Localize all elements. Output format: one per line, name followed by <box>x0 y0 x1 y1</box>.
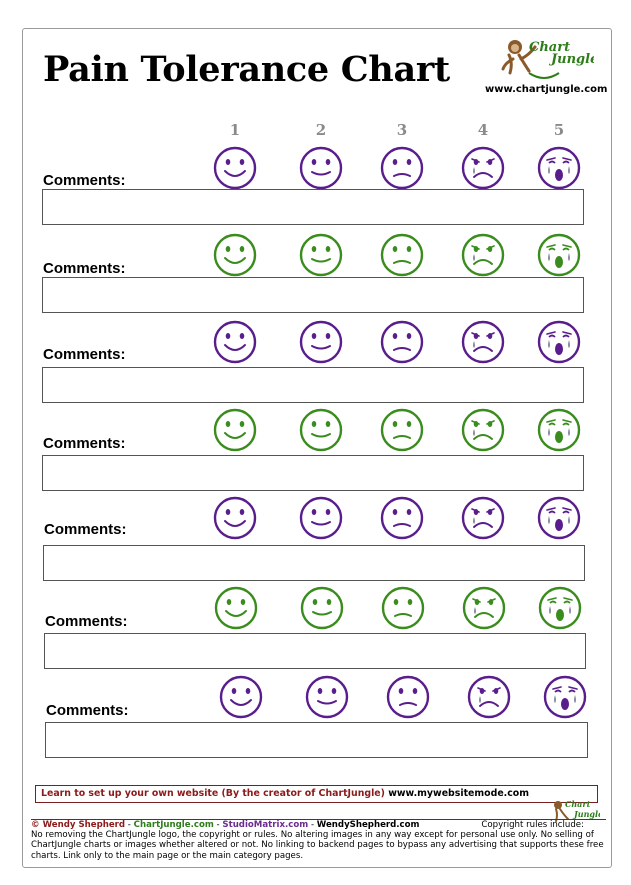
comments-box[interactable] <box>45 722 588 758</box>
smile-face-icon[interactable] <box>218 674 264 720</box>
copyright-footer: © Wendy Shepherd - ChartJungle.com - Stu… <box>31 819 606 866</box>
comments-label: Comments: <box>45 613 128 630</box>
smile-face-icon[interactable] <box>212 407 258 453</box>
scale-number-2: 2 <box>315 121 327 139</box>
comments-label: Comments: <box>44 521 127 538</box>
scale-number-1: 1 <box>229 121 241 139</box>
comments-box[interactable] <box>42 367 584 403</box>
sad-tear-face-icon[interactable] <box>460 232 506 278</box>
neutral-face-icon[interactable] <box>379 145 425 191</box>
content-face-icon[interactable] <box>298 407 344 453</box>
sad-tear-face-icon[interactable] <box>460 145 506 191</box>
page-title: Pain Tolerance Chart <box>43 49 450 90</box>
sad-tear-face-icon[interactable] <box>466 674 512 720</box>
smile-face-icon[interactable] <box>212 145 258 191</box>
crying-face-icon[interactable] <box>537 585 583 631</box>
comments-box[interactable] <box>44 633 586 669</box>
crying-face-icon[interactable] <box>536 319 582 365</box>
content-face-icon[interactable] <box>298 232 344 278</box>
footer-sep: - <box>308 820 317 830</box>
footer-rules-intro: Copyright rules include: <box>481 820 584 830</box>
footer-rules-text: No removing the ChartJungle logo, the co… <box>31 830 604 861</box>
smile-face-icon[interactable] <box>212 232 258 278</box>
footer-link-studiomatrix[interactable]: StudioMatrix.com <box>222 820 309 830</box>
content-face-icon[interactable] <box>304 674 350 720</box>
comments-label: Comments: <box>46 702 129 719</box>
neutral-face-icon[interactable] <box>380 585 426 631</box>
scale-number-4: 4 <box>477 121 489 139</box>
neutral-face-icon[interactable] <box>379 407 425 453</box>
comments-box[interactable] <box>43 545 585 581</box>
logo-word-jungle: Jungle <box>548 52 594 67</box>
chartjungle-logo[interactable]: Chart Jungle <box>499 33 594 85</box>
crying-face-icon[interactable] <box>536 495 582 541</box>
scale-number-3: 3 <box>396 121 408 139</box>
footer-sep: - <box>213 820 223 830</box>
footer-link-chartjungle[interactable]: ChartJungle.com <box>133 820 214 830</box>
monkey-logo-icon <box>501 40 560 79</box>
comments-label: Comments: <box>43 172 126 189</box>
neutral-face-icon[interactable] <box>379 319 425 365</box>
footer-copyright: © Wendy Shepherd <box>31 820 126 830</box>
comments-box[interactable] <box>42 189 584 225</box>
smile-face-icon[interactable] <box>212 319 258 365</box>
promo-text: Learn to set up your own website (By the… <box>41 788 385 799</box>
sad-tear-face-icon[interactable] <box>461 585 507 631</box>
comments-label: Comments: <box>43 346 126 363</box>
sad-tear-face-icon[interactable] <box>460 319 506 365</box>
crying-face-icon[interactable] <box>536 232 582 278</box>
crying-face-icon[interactable] <box>542 674 588 720</box>
smile-face-icon[interactable] <box>212 495 258 541</box>
scale-number-5: 5 <box>553 121 565 139</box>
monkey-logo-icon <box>554 801 569 822</box>
sad-tear-face-icon[interactable] <box>460 495 506 541</box>
neutral-face-icon[interactable] <box>385 674 431 720</box>
comments-label: Comments: <box>43 435 126 452</box>
chart-page: Pain Tolerance Chart Chart Jungle www.ch… <box>22 28 612 868</box>
comments-box[interactable] <box>42 455 584 491</box>
promo-banner[interactable]: Learn to set up your own website (By the… <box>35 785 598 803</box>
comments-label: Comments: <box>43 260 126 277</box>
footer-link-wendyshepherd[interactable]: WendyShepherd.com <box>316 820 420 830</box>
content-face-icon[interactable] <box>298 145 344 191</box>
neutral-face-icon[interactable] <box>379 232 425 278</box>
content-face-icon[interactable] <box>299 585 345 631</box>
content-face-icon[interactable] <box>298 495 344 541</box>
crying-face-icon[interactable] <box>536 145 582 191</box>
logo-word-chart: Chart <box>529 40 570 55</box>
comments-box[interactable] <box>42 277 584 313</box>
crying-face-icon[interactable] <box>536 407 582 453</box>
content-face-icon[interactable] <box>298 319 344 365</box>
site-url[interactable]: www.chartjungle.com <box>485 84 608 95</box>
logo-word-chart: Chart <box>565 799 591 809</box>
neutral-face-icon[interactable] <box>379 495 425 541</box>
logo-word-jungle: Jungle <box>572 809 600 819</box>
chartjungle-small-logo[interactable]: Chart Jungle <box>550 795 600 829</box>
promo-url[interactable]: www.mywebsitemode.com <box>388 788 530 799</box>
smile-face-icon[interactable] <box>213 585 259 631</box>
footer-sep: - <box>125 820 134 830</box>
sad-tear-face-icon[interactable] <box>460 407 506 453</box>
footer-credits: © Wendy Shepherd - ChartJungle.com - Stu… <box>31 820 606 830</box>
